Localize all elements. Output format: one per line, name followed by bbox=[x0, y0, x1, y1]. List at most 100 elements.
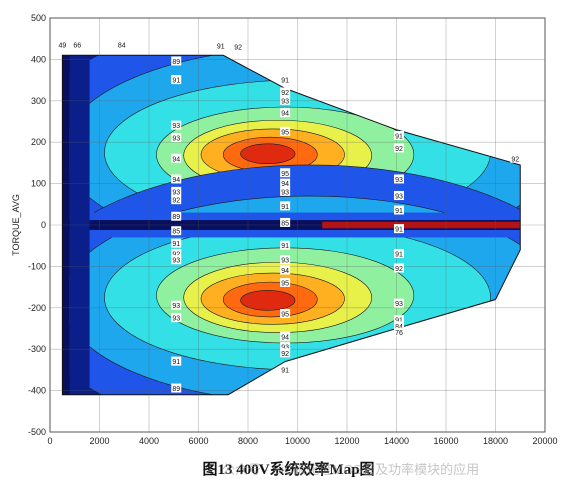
contour-label-text: 85 bbox=[281, 220, 289, 227]
contour-label: 91 bbox=[280, 364, 291, 374]
contour-label-text: 76 bbox=[395, 330, 403, 337]
y-tick-label: -300 bbox=[28, 344, 46, 354]
contour-label-box bbox=[280, 331, 291, 341]
contour-label-text: 84 bbox=[395, 324, 403, 331]
contour-label: 93 bbox=[171, 120, 182, 130]
contour-label-box bbox=[171, 248, 182, 258]
contour-label: 94 bbox=[171, 153, 182, 163]
contour-label-text: 93 bbox=[172, 189, 180, 196]
contour-label-text: 93 bbox=[172, 123, 180, 130]
contour-label-box bbox=[171, 211, 182, 221]
contour-label-text: 91 bbox=[172, 241, 180, 248]
x-tick-label: 8000 bbox=[238, 436, 258, 446]
contour-label-box bbox=[171, 133, 182, 143]
contour-label: 89 bbox=[171, 56, 182, 66]
contour-label-text: 91 bbox=[172, 78, 180, 85]
contour-label-box bbox=[171, 174, 182, 184]
x-tick-label: 12000 bbox=[334, 436, 359, 446]
contour-label-text: 85 bbox=[172, 229, 180, 236]
x-tick-label: 14000 bbox=[384, 436, 409, 446]
contour-label: 94 bbox=[280, 265, 291, 275]
envelope-outline bbox=[61, 54, 521, 396]
contour-label: 85 bbox=[171, 226, 182, 236]
contour-label-box bbox=[510, 153, 521, 163]
contour-label-text: 93 bbox=[281, 98, 289, 105]
contour-label-box bbox=[393, 315, 404, 325]
contour-label-box bbox=[393, 263, 404, 273]
contour-label: 93 bbox=[171, 255, 182, 265]
contour-label-box bbox=[171, 56, 182, 66]
contour-label: 91 bbox=[171, 75, 182, 85]
contour-label: 93 bbox=[393, 174, 404, 184]
contour-label: 91 bbox=[393, 248, 404, 258]
x-tick-label: 20000 bbox=[532, 436, 557, 446]
y-tick-label: 400 bbox=[31, 54, 46, 64]
contour-label-box bbox=[393, 224, 404, 234]
contour-label-box bbox=[280, 168, 291, 178]
figure-caption: 图13 400V系统效率Map图 bbox=[202, 462, 375, 478]
contour-label: 91 bbox=[393, 224, 404, 234]
contour-label-text: 84 bbox=[118, 42, 126, 49]
contour-label: 92 bbox=[171, 248, 182, 258]
contour-label-text: 92 bbox=[172, 198, 180, 205]
contour-label-text: 92 bbox=[395, 146, 403, 153]
contour-label-text: 92 bbox=[395, 266, 403, 273]
contour-label-text: 91 bbox=[395, 251, 403, 258]
contour-label-box bbox=[171, 300, 182, 310]
contour-label-box bbox=[280, 265, 291, 275]
contour-label-text: 95 bbox=[281, 280, 289, 287]
contour-label: 92 bbox=[393, 263, 404, 273]
y-tick-label: -100 bbox=[28, 261, 46, 271]
contour-label-text: 95 bbox=[281, 171, 289, 178]
contour-label-box bbox=[280, 95, 291, 105]
contour-label-box bbox=[393, 327, 404, 337]
contour-label: 93 bbox=[280, 186, 291, 196]
contour-label: 92 bbox=[280, 348, 291, 358]
contour-label-text: 91 bbox=[395, 208, 403, 215]
contour-label-box bbox=[393, 205, 404, 215]
contour-label: 92 bbox=[393, 143, 404, 153]
contour-label-box bbox=[393, 130, 404, 140]
contour-label-text: 49 bbox=[58, 42, 66, 49]
contour-label: 66 bbox=[72, 39, 83, 49]
contour-label-text: 93 bbox=[172, 136, 180, 143]
contour-label: 94 bbox=[171, 174, 182, 184]
x-tick-label: 0 bbox=[47, 436, 52, 446]
y-tick-label: 300 bbox=[31, 96, 46, 106]
x-tick-label: 16000 bbox=[433, 436, 458, 446]
contour-label: 76 bbox=[393, 327, 404, 337]
contour-label-text: 91 bbox=[395, 133, 403, 140]
contour-label: 89 bbox=[171, 383, 182, 393]
contour-label-box bbox=[280, 217, 291, 227]
contour-label-box bbox=[280, 364, 291, 374]
contour-label-text: 91 bbox=[217, 44, 225, 51]
contour-label-text: 93 bbox=[281, 189, 289, 196]
y-tick-label: -500 bbox=[28, 427, 46, 437]
contour-label: 93 bbox=[393, 298, 404, 308]
contour-label: 91 bbox=[393, 205, 404, 215]
contour-label-text: 91 bbox=[281, 78, 289, 85]
contour-label: 94 bbox=[280, 331, 291, 341]
y-tick-label: 100 bbox=[31, 179, 46, 189]
contour-label-text: 91 bbox=[395, 318, 403, 325]
zone-zero-torque bbox=[62, 220, 521, 230]
contour-label: 92 bbox=[510, 153, 521, 163]
contour-label: 91 bbox=[393, 315, 404, 325]
contour-label-box bbox=[171, 356, 182, 366]
contour-label: 95 bbox=[280, 168, 291, 178]
contour-label-text: 94 bbox=[172, 156, 180, 163]
contour-label-box bbox=[280, 201, 291, 211]
contour-label-text: 93 bbox=[172, 258, 180, 265]
contour-label: 95 bbox=[280, 309, 291, 319]
contour-label-box bbox=[280, 75, 291, 85]
y-tick-label: 500 bbox=[31, 13, 46, 23]
contour-label-box bbox=[171, 255, 182, 265]
contour-label-text: 94 bbox=[172, 177, 180, 184]
contour-label: 91 bbox=[280, 201, 291, 211]
contour-label-text: 89 bbox=[172, 386, 180, 393]
zone-low-speed-2 bbox=[69, 55, 90, 395]
contour-label-box bbox=[280, 87, 291, 97]
x-tick-label: 6000 bbox=[188, 436, 208, 446]
contour-label-box bbox=[72, 39, 83, 49]
